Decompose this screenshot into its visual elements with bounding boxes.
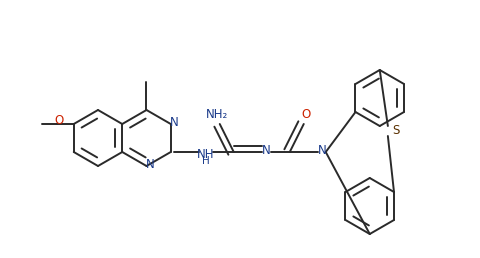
Text: N: N: [318, 143, 326, 157]
Text: NH₂: NH₂: [205, 108, 228, 120]
Text: O: O: [54, 115, 63, 127]
Text: O: O: [300, 109, 310, 122]
Text: N: N: [262, 143, 271, 157]
Text: NH: NH: [196, 148, 214, 160]
Text: N: N: [170, 116, 179, 128]
Text: S: S: [391, 125, 399, 138]
Text: N: N: [146, 157, 155, 171]
Text: H: H: [201, 156, 209, 166]
